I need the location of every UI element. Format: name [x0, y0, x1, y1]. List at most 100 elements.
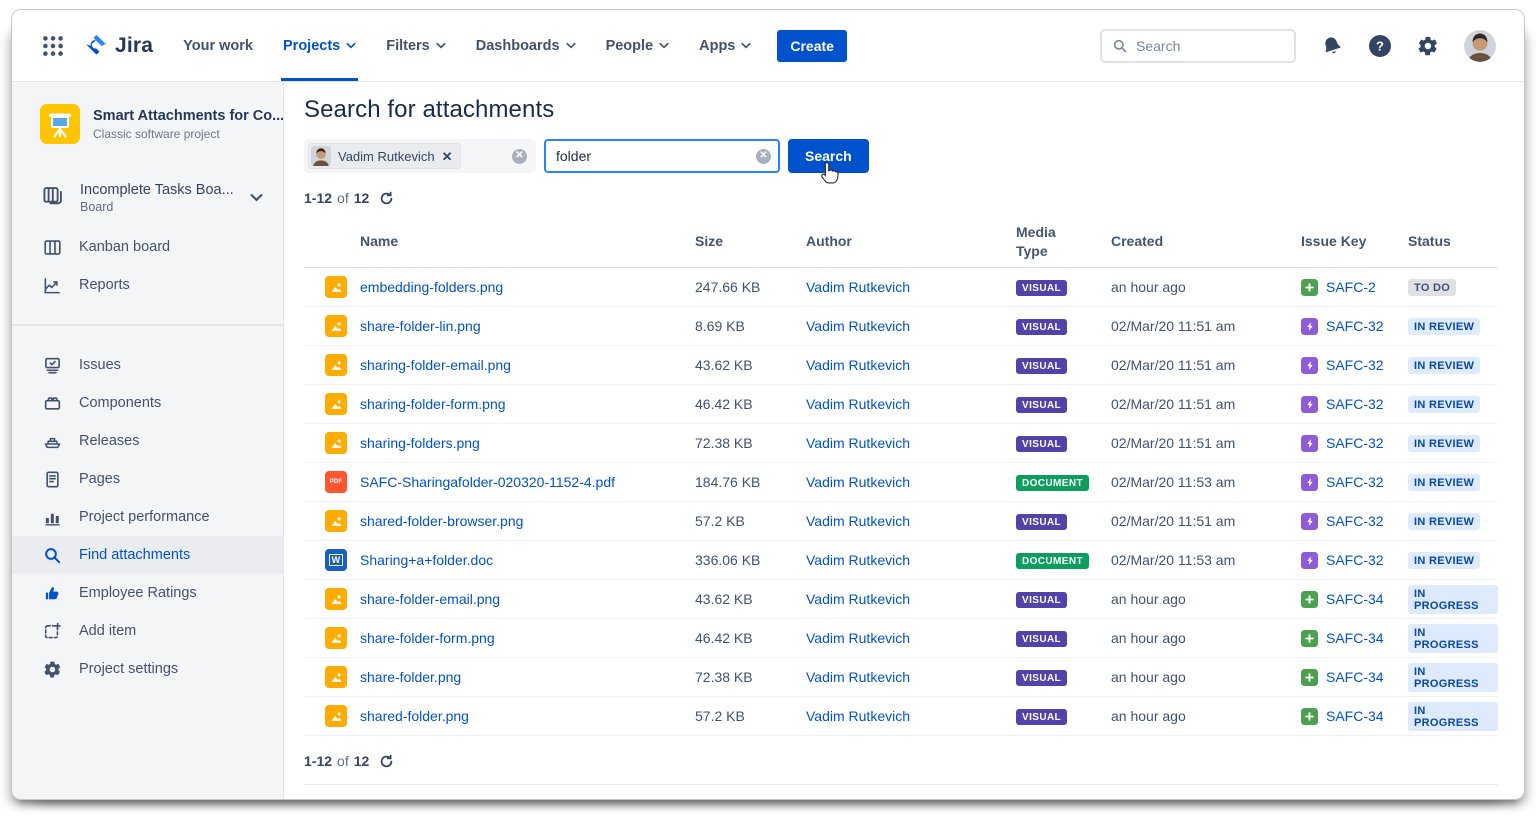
file-size: 72.38 KB — [695, 435, 753, 451]
file-size: 46.42 KB — [695, 630, 753, 646]
sidebar-item-reports[interactable]: Reports — [12, 266, 283, 304]
chevron-down-icon — [250, 189, 263, 207]
nav-item-projects[interactable]: Projects — [280, 10, 359, 81]
issue-key-link[interactable]: SAFC-32 — [1326, 357, 1384, 373]
global-search-box[interactable] — [1100, 28, 1296, 63]
status-badge: IN REVIEW — [1408, 357, 1481, 374]
app-switcher-icon[interactable] — [40, 33, 66, 59]
sidebar-item-project-settings[interactable]: Project settings — [12, 650, 283, 688]
issue-key-link[interactable]: SAFC-32 — [1326, 552, 1384, 568]
help-icon[interactable]: ? — [1368, 34, 1392, 58]
issue-key-link[interactable]: SAFC-32 — [1326, 396, 1384, 412]
author-link[interactable]: Vadim Rutkevich — [806, 357, 911, 373]
attachment-name-link[interactable]: sharing-folders.png — [360, 435, 480, 451]
issue-key-link[interactable]: SAFC-34 — [1326, 669, 1384, 685]
status-badge: TO DO — [1408, 279, 1457, 296]
sidebar-item-label: Add item — [79, 623, 137, 639]
result-total: 12 — [353, 190, 370, 206]
author-link[interactable]: Vadim Rutkevich — [806, 279, 911, 295]
sidebar-item-releases[interactable]: Releases — [12, 422, 283, 460]
attachment-name-link[interactable]: shared-folder.png — [360, 708, 469, 724]
header-name: Name — [360, 233, 399, 250]
image-file-icon — [325, 705, 347, 727]
sidebar-item-find-attachments[interactable]: Find attachments — [12, 536, 283, 574]
issue-key-link[interactable]: SAFC-32 — [1326, 318, 1384, 334]
notifications-bell-icon[interactable] — [1320, 34, 1344, 58]
nav-item-label: Dashboards — [475, 37, 560, 54]
attachment-name-link[interactable]: shared-folder-browser.png — [360, 513, 524, 529]
image-file-icon — [325, 666, 347, 688]
author-link[interactable]: Vadim Rutkevich — [806, 708, 911, 724]
sidebar-item-kanban-board[interactable]: Kanban board — [12, 228, 283, 266]
sidebar-item-project-performance[interactable]: Project performance — [12, 498, 283, 536]
attachment-name-link[interactable]: embedding-folders.png — [360, 279, 504, 295]
attachment-name-link[interactable]: Sharing+a+folder.doc — [360, 552, 494, 568]
created-date: 02/Mar/20 11:53 am — [1111, 474, 1236, 490]
issue-key-link[interactable]: SAFC-34 — [1326, 708, 1384, 724]
attachment-name-link[interactable]: SAFC-Sharingafolder-020320-1152-4.pdf — [360, 474, 616, 490]
issue-key-link[interactable]: SAFC-34 — [1326, 591, 1384, 607]
sidebar-item-components[interactable]: Components — [12, 384, 283, 422]
status-badge: IN REVIEW — [1408, 435, 1481, 452]
search-button[interactable]: Search — [788, 139, 869, 173]
attachment-name-link[interactable]: share-folder-form.png — [360, 630, 495, 646]
project-name: Smart Attachments for Co... — [93, 107, 284, 124]
issue-key-link[interactable]: SAFC-32 — [1326, 474, 1384, 490]
author-link[interactable]: Vadim Rutkevich — [806, 591, 911, 607]
nav-item-filters[interactable]: Filters — [386, 10, 446, 81]
created-date: 02/Mar/20 11:53 am — [1111, 552, 1236, 568]
global-search-input[interactable] — [1136, 37, 1276, 54]
create-button[interactable]: Create — [777, 29, 847, 62]
nav-item-your-work[interactable]: Your work — [183, 10, 253, 81]
sidebar-item-pages[interactable]: Pages — [12, 460, 283, 498]
chevron-down-icon — [436, 42, 446, 49]
attachment-name-link[interactable]: share-folder.png — [360, 669, 462, 685]
refresh-icon[interactable] — [379, 191, 394, 206]
clear-query-icon[interactable]: ✕ — [756, 148, 771, 164]
nav-item-dashboards[interactable]: Dashboards — [476, 10, 576, 81]
refresh-icon[interactable] — [379, 754, 394, 769]
author-link[interactable]: Vadim Rutkevich — [806, 474, 911, 490]
sidebar-item-employee-ratings[interactable]: Employee Ratings — [12, 574, 283, 612]
chevron-down-icon — [346, 42, 356, 49]
sidebar-item-issues[interactable]: Issues — [12, 346, 283, 384]
author-filter-chip[interactable]: Vadim Rutkevich ✕ — [308, 143, 462, 169]
header-size: Size — [695, 233, 724, 250]
author-filter-select[interactable]: Vadim Rutkevich ✕ ✕ — [304, 139, 536, 173]
status-badge: IN REVIEW — [1408, 474, 1481, 491]
attachment-name-link[interactable]: share-folder-email.png — [360, 591, 501, 607]
kanban-icon — [42, 237, 62, 257]
author-link[interactable]: Vadim Rutkevich — [806, 513, 911, 529]
chip-remove-icon[interactable]: ✕ — [441, 148, 453, 164]
performance-icon — [42, 507, 62, 527]
attachment-query-input[interactable] — [544, 139, 780, 173]
issue-key-link[interactable]: SAFC-32 — [1326, 513, 1384, 529]
media-type-badge: VISUAL — [1016, 319, 1068, 335]
author-link[interactable]: Vadim Rutkevich — [806, 435, 911, 451]
nav-item-people[interactable]: People — [606, 10, 670, 81]
author-link[interactable]: Vadim Rutkevich — [806, 318, 911, 334]
issue-key-link[interactable]: SAFC-2 — [1326, 279, 1376, 295]
board-selector[interactable]: Incomplete Tasks Boa... Board — [12, 174, 283, 222]
issues-icon — [42, 355, 62, 375]
author-link[interactable]: Vadim Rutkevich — [806, 396, 911, 412]
chip-label: Vadim Rutkevich — [338, 148, 435, 164]
author-link[interactable]: Vadim Rutkevich — [806, 630, 911, 646]
user-avatar[interactable] — [1464, 29, 1496, 62]
settings-gear-icon[interactable] — [1416, 34, 1440, 58]
clear-author-filter-icon[interactable]: ✕ — [512, 148, 527, 164]
find-icon — [42, 545, 62, 565]
attachment-name-link[interactable]: sharing-folder-email.png — [360, 357, 511, 373]
sidebar-item-add-item[interactable]: Add item — [12, 612, 283, 650]
jira-logo[interactable]: Jira — [84, 33, 153, 58]
author-link[interactable]: Vadim Rutkevich — [806, 669, 911, 685]
attachment-name-link[interactable]: sharing-folder-form.png — [360, 396, 506, 412]
table-row: sharing-folder-form.png 46.42 KB Vadim R… — [304, 385, 1498, 424]
chip-avatar — [311, 146, 331, 166]
table-row: sharing-folder-email.png 43.62 KB Vadim … — [304, 346, 1498, 385]
issue-key-link[interactable]: SAFC-32 — [1326, 435, 1384, 451]
author-link[interactable]: Vadim Rutkevich — [806, 552, 911, 568]
issue-key-link[interactable]: SAFC-34 — [1326, 630, 1384, 646]
attachment-name-link[interactable]: share-folder-lin.png — [360, 318, 481, 334]
nav-item-apps[interactable]: Apps — [699, 10, 751, 81]
